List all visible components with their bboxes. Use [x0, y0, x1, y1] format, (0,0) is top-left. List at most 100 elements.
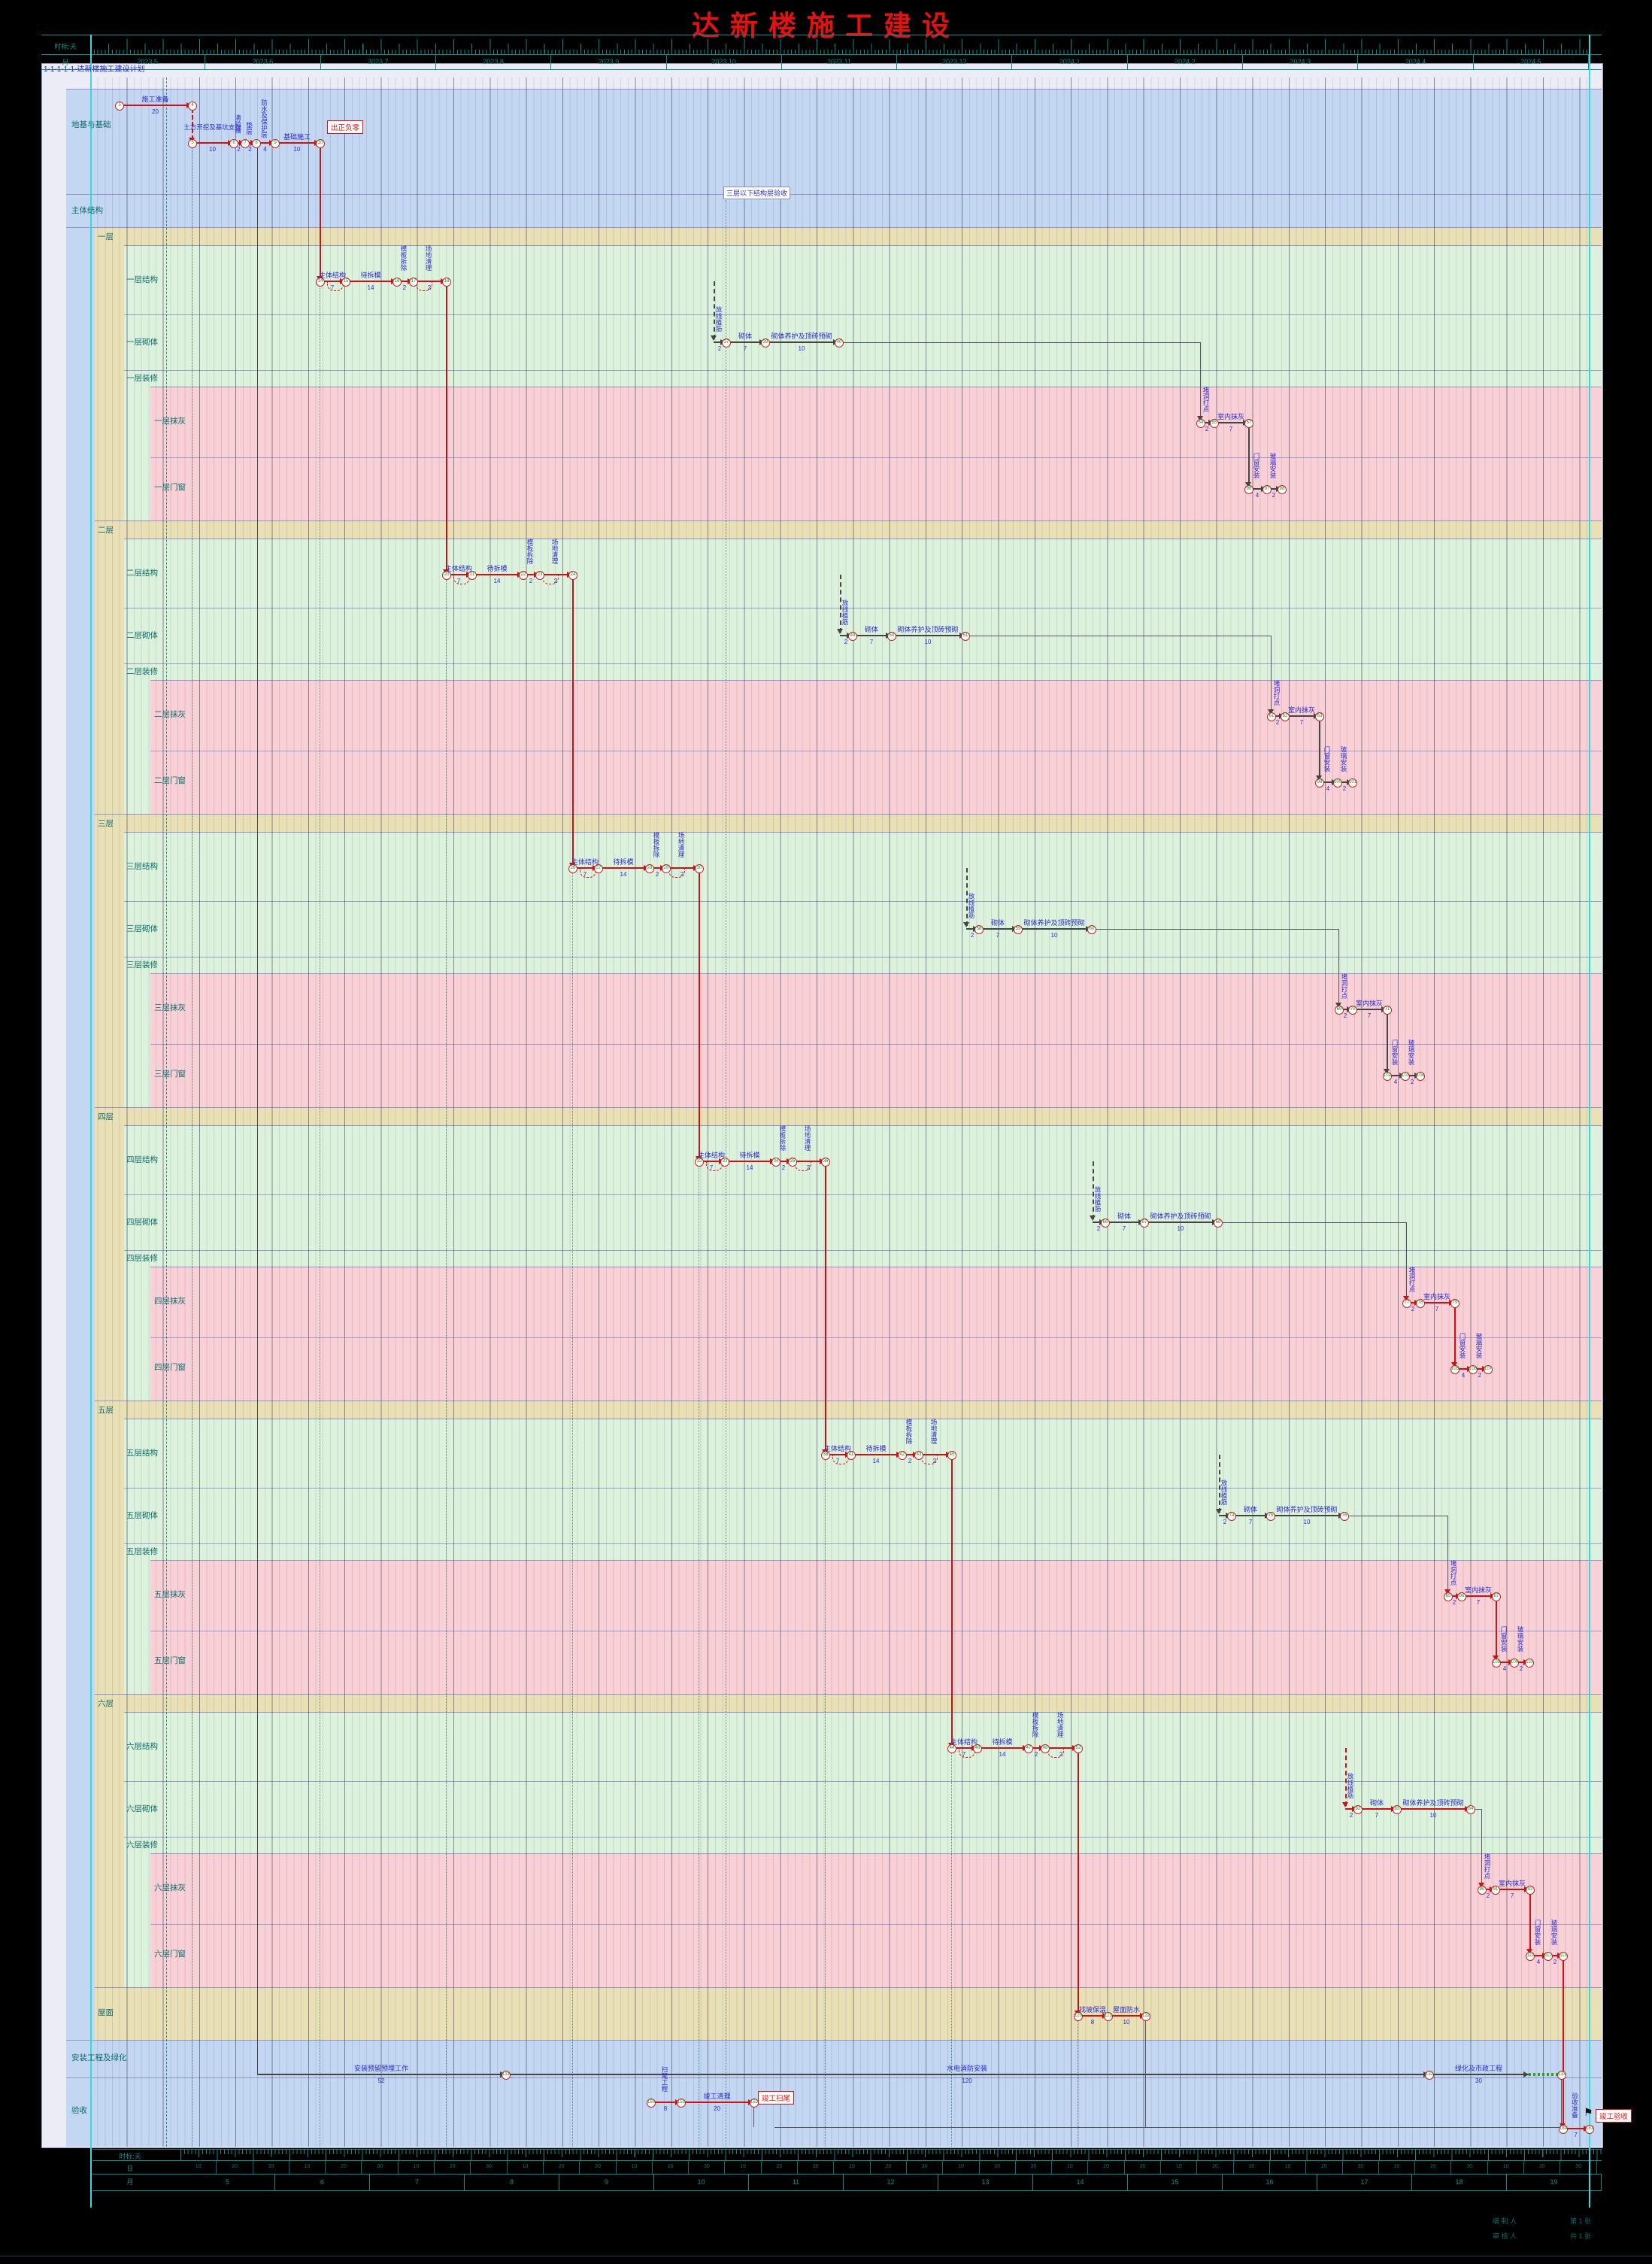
activity-arrow[interactable] — [1028, 1747, 1044, 1749]
activity-label[interactable]: 场地清理 — [677, 832, 685, 857]
node-circle[interactable]: 50 — [887, 632, 896, 641]
activity-arrow[interactable] — [1461, 1595, 1496, 1597]
activity-arrow[interactable] — [714, 341, 726, 343]
node-circle[interactable]: 100 — [1333, 778, 1342, 788]
node-circle[interactable]: 180 — [1559, 2125, 1568, 2134]
activity-label[interactable]: 场地清理 — [425, 245, 432, 271]
note-box[interactable]: 三层以下结构层验收 — [723, 187, 791, 199]
node-circle[interactable]: 57 — [1244, 419, 1253, 428]
node-circle[interactable]: 111 — [1526, 1952, 1535, 1961]
activity-label[interactable]: 砌体 — [1243, 1506, 1257, 1513]
node-circle[interactable]: 52 — [1074, 1744, 1083, 1753]
activity-label[interactable]: 室内抹灰 — [1423, 1293, 1450, 1300]
activity-label[interactable]: 待拆模 — [865, 1445, 887, 1452]
activity-label[interactable]: 堵洞打点 — [1408, 1267, 1416, 1292]
activity-label[interactable]: 砌体 — [864, 626, 878, 633]
node-circle[interactable]: 113 — [1559, 1952, 1568, 1961]
activity-arrow[interactable] — [505, 2074, 1429, 2075]
activity-label[interactable]: 堵洞打点 — [1450, 1560, 1457, 1586]
activity-arrow[interactable] — [649, 867, 665, 869]
activity-arrow[interactable] — [1514, 1662, 1529, 1663]
activity-arrow[interactable] — [1270, 1515, 1344, 1516]
activity-label[interactable]: 待拆模 — [992, 1738, 1013, 1746]
activity-arrow[interactable] — [966, 928, 978, 930]
activity-arrow[interactable] — [1017, 928, 1091, 930]
node-circle[interactable]: 67 — [1140, 1218, 1149, 1228]
activity-arrow[interactable] — [1231, 1515, 1270, 1516]
activity-label[interactable]: 堵洞打点 — [1273, 680, 1281, 706]
activity-label[interactable]: 模板拆除 — [779, 1125, 787, 1151]
activity-label[interactable]: 模板拆除 — [905, 1419, 913, 1444]
node-circle[interactable]: 133 — [1557, 2071, 1566, 2080]
node-circle[interactable]: 104 — [1416, 1072, 1425, 1081]
activity-label[interactable]: 堵洞打点 — [1484, 1853, 1491, 1879]
node-circle[interactable]: 61 — [1267, 712, 1276, 721]
node-circle[interactable]: 32 — [695, 1158, 704, 1167]
node-circle[interactable]: 122 — [1141, 2012, 1150, 2021]
node-circle[interactable]: 3 — [115, 102, 124, 111]
activity-label[interactable]: 模板拆除 — [526, 539, 534, 564]
activity-arrow[interactable] — [471, 574, 523, 575]
node-circle[interactable]: 131 — [502, 2071, 511, 2080]
node-circle[interactable]: 110 — [1525, 1659, 1534, 1668]
milestone-box[interactable]: 竣工扫尾 — [758, 2091, 795, 2105]
node-circle[interactable]: 14 — [316, 278, 325, 287]
node-circle[interactable]: 38 — [821, 1451, 830, 1460]
activity-arrow[interactable] — [1271, 715, 1284, 717]
node-circle[interactable]: 85 — [1444, 1592, 1453, 1601]
activity-arrow[interactable] — [1200, 422, 1214, 423]
activity-label[interactable]: 施工准备 — [141, 96, 169, 103]
activity-label[interactable]: 扫尾工程 — [661, 2066, 668, 2092]
activity-arrow[interactable] — [345, 281, 396, 282]
activity-label[interactable]: 模板拆除 — [653, 832, 660, 857]
node-circle[interactable]: 120 — [1074, 2012, 1083, 2021]
node-circle[interactable]: 28 — [645, 864, 654, 873]
activity-label[interactable]: 验收准备 — [1571, 2093, 1579, 2118]
activity-label[interactable]: 绿化及市政工程 — [1454, 2065, 1502, 2072]
activity-label[interactable]: 堵洞打点 — [1341, 973, 1348, 999]
activity-arrow[interactable] — [1248, 488, 1266, 490]
node-circle[interactable]: 78 — [1416, 1299, 1425, 1308]
node-circle[interactable]: 86 — [1457, 1592, 1466, 1601]
node-circle[interactable]: 97 — [1262, 485, 1272, 494]
node-circle[interactable]: 23 — [535, 571, 544, 580]
node-circle[interactable]: 76 — [1340, 1512, 1349, 1521]
node-circle[interactable]: 26 — [568, 864, 577, 873]
activity-label[interactable]: 砌体养护及顶砖预砌 — [897, 626, 959, 633]
activity-arrow[interactable] — [1481, 1889, 1495, 1890]
node-circle[interactable]: 103 — [1401, 1072, 1410, 1081]
node-circle[interactable]: 39 — [761, 338, 770, 347]
activity-label[interactable]: 放线植筋 — [1347, 1773, 1354, 1798]
node-circle[interactable]: 101 — [1348, 778, 1357, 788]
activity-label[interactable]: 放线植筋 — [1094, 1186, 1102, 1212]
node-circle[interactable]: 4 — [188, 102, 197, 111]
activity-label[interactable]: 玻璃安装 — [1340, 746, 1347, 772]
node-circle[interactable]: 87 — [1492, 1592, 1501, 1601]
node-circle[interactable]: 49 — [848, 632, 857, 641]
activity-arrow[interactable] — [1547, 1955, 1563, 1956]
node-circle[interactable]: 51 — [961, 632, 970, 641]
node-circle[interactable]: 98 — [1278, 485, 1287, 494]
activity-arrow[interactable] — [902, 1454, 918, 1455]
activity-label[interactable]: 主体结构 — [444, 565, 472, 572]
node-circle[interactable]: 17 — [409, 278, 418, 287]
activity-label[interactable]: 土方开挖及基坑支护 — [183, 123, 241, 131]
node-circle[interactable]: 18 — [442, 278, 451, 287]
milestone-box[interactable]: 出正负零 — [327, 120, 364, 134]
node-circle[interactable]: 60 — [1087, 925, 1096, 934]
activity-arrow[interactable] — [1214, 422, 1248, 423]
node-circle[interactable]: 55 — [1210, 419, 1219, 428]
node-circle[interactable]: 105 — [1450, 1365, 1460, 1374]
activity-arrow[interactable] — [765, 341, 838, 343]
activity-label[interactable]: 放线植筋 — [841, 599, 849, 625]
activity-label[interactable]: 砌体养护及顶砖预砌 — [771, 332, 832, 340]
activity-arrow[interactable] — [1144, 1222, 1217, 1223]
activity-label[interactable]: 门窗安装 — [1323, 746, 1331, 772]
node-circle[interactable]: 106 — [1469, 1365, 1478, 1374]
node-circle[interactable]: 42 — [898, 1451, 907, 1460]
activity-label[interactable]: 模板拆除 — [1032, 1712, 1039, 1737]
activity-label[interactable]: 模板拆除 — [400, 245, 408, 271]
activity-label[interactable]: 场地清理 — [930, 1419, 938, 1444]
activity-arrow[interactable] — [1093, 1222, 1105, 1223]
activity-label[interactable]: 主体结构 — [950, 1738, 978, 1746]
